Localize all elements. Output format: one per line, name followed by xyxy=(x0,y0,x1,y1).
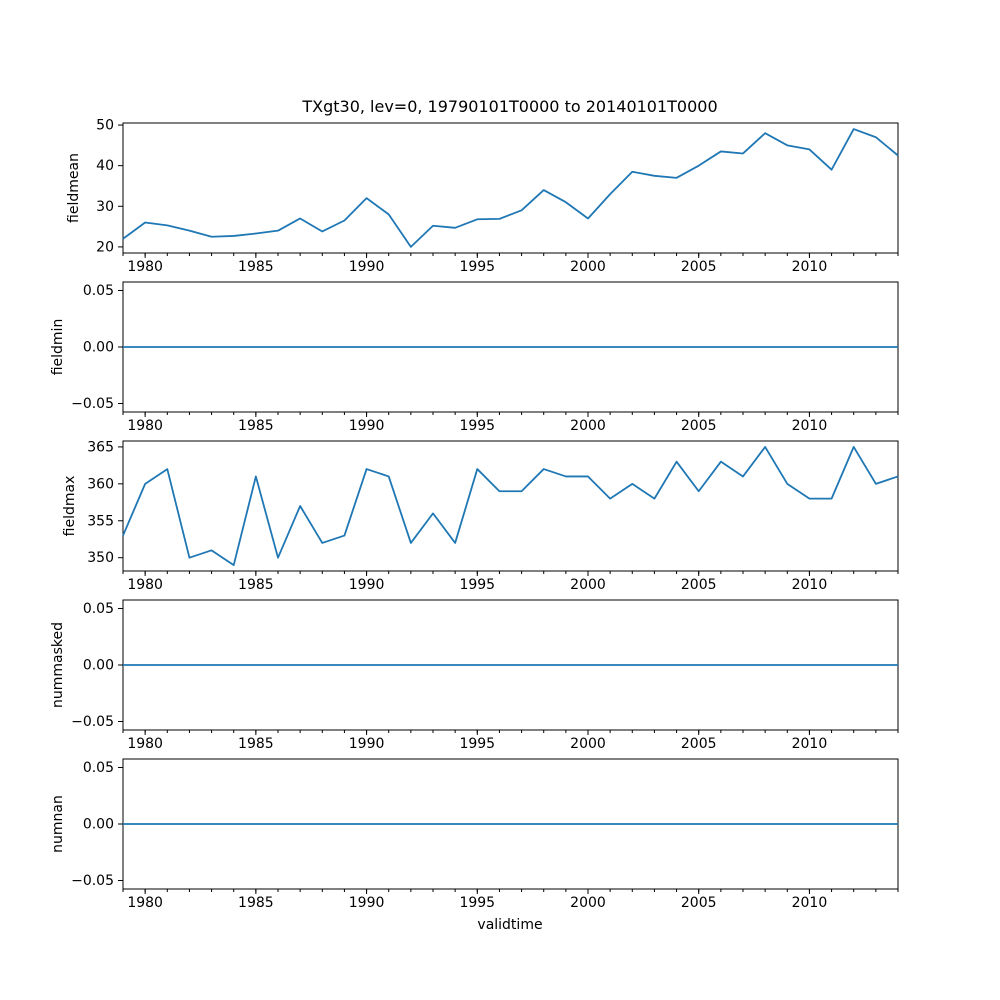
x-tick-label: 1990 xyxy=(349,895,385,911)
x-axis-label: validtime xyxy=(477,917,542,933)
x-tick-label: 1985 xyxy=(238,736,274,752)
x-tick-label: 2010 xyxy=(792,418,828,434)
subplot-fieldmax: 350 355 360 365 1980 1985 1990 1995 2000 2005 2010 xyxy=(87,439,899,593)
x-tick-label: 1985 xyxy=(238,895,274,911)
x-tick-label: 2000 xyxy=(570,418,606,434)
x-tick-label: 2005 xyxy=(681,895,717,911)
y-tick-label: 30 xyxy=(96,199,114,215)
axes-frame xyxy=(122,440,899,572)
y-tick-label: 0.00 xyxy=(83,816,114,832)
y-tick-label: 0.05 xyxy=(83,283,114,299)
x-tick-label: 2000 xyxy=(570,736,606,752)
y-axis-label-numnan: numnan xyxy=(50,795,66,853)
y-axis-label-fieldmax: fieldmax xyxy=(62,476,78,537)
x-tick-label: 1990 xyxy=(349,736,385,752)
chart-title: TXgt30, lev=0, 19790101T0000 to 20140101… xyxy=(301,97,717,116)
x-tick-label: 1995 xyxy=(459,418,495,434)
x-tick-label: 1995 xyxy=(459,577,495,593)
x-tick-label: 2000 xyxy=(570,259,606,275)
axes-frame xyxy=(122,122,899,254)
subplot-fieldmean: 20 30 40 50 1980 1985 1990 1995 2000 2005 2010 xyxy=(96,118,899,275)
y-tick-label: 0.05 xyxy=(83,601,114,617)
x-tick-label: 1980 xyxy=(127,418,163,434)
x-tick-label: 1990 xyxy=(349,418,385,434)
y-tick-label: −0.05 xyxy=(71,396,114,412)
x-tick-label: 2005 xyxy=(681,736,717,752)
x-tick-label: 2005 xyxy=(681,418,717,434)
x-tick-label: 2010 xyxy=(792,577,828,593)
y-tick-label: 0.00 xyxy=(83,657,114,673)
x-tick-label: 1990 xyxy=(349,259,385,275)
x-tick-label: 2010 xyxy=(792,895,828,911)
x-tick-label: 1995 xyxy=(459,736,495,752)
x-tick-label: 1980 xyxy=(127,259,163,275)
y-tick-label: 365 xyxy=(87,439,114,455)
x-tick-label: 1980 xyxy=(127,895,163,911)
x-tick-label: 2000 xyxy=(570,895,606,911)
y-axis-label-fieldmin: fieldmin xyxy=(50,319,66,376)
y-tick-label: 355 xyxy=(87,513,114,529)
y-tick-label: 0.05 xyxy=(83,760,114,776)
line-fieldmax xyxy=(122,446,899,566)
subplot-nummasked: −0.05 0.00 0.05 1980 1985 1990 1995 2000 2005 201… xyxy=(71,599,899,752)
x-tick-label: 1995 xyxy=(459,259,495,275)
y-tick-label: −0.05 xyxy=(71,714,114,730)
x-tick-label: 1990 xyxy=(349,577,385,593)
y-axis-label-fieldmean: fieldmean xyxy=(66,153,82,223)
x-tick-label: 1985 xyxy=(238,259,274,275)
line-fieldmean xyxy=(122,128,899,248)
x-tick-label: 1995 xyxy=(459,895,495,911)
y-tick-label: 50 xyxy=(96,118,114,134)
subplot-fieldmin: −0.05 0.00 0.05 1980 1985 1990 1995 2000 2005 201… xyxy=(71,281,899,434)
y-tick-label: 0.00 xyxy=(83,339,114,355)
x-tick-label: 2005 xyxy=(681,577,717,593)
x-tick-label: 2010 xyxy=(792,259,828,275)
x-tick-label: 1985 xyxy=(238,418,274,434)
x-tick-label: 1985 xyxy=(238,577,274,593)
y-axis-label-nummasked: nummasked xyxy=(50,622,66,708)
x-tick-label: 2000 xyxy=(570,577,606,593)
y-tick-label: 350 xyxy=(87,550,114,566)
y-tick-label: −0.05 xyxy=(71,873,114,889)
x-tick-label: 1980 xyxy=(127,736,163,752)
y-tick-label: 360 xyxy=(87,476,114,492)
x-tick-label: 2005 xyxy=(681,259,717,275)
x-tick-label: 1980 xyxy=(127,577,163,593)
subplot-numnan: −0.05 0.00 0.05 1980 1985 1990 1995 2000 2005 201… xyxy=(71,758,899,911)
y-tick-label: 40 xyxy=(96,158,114,174)
y-tick-label: 20 xyxy=(96,239,114,255)
x-tick-label: 2010 xyxy=(792,736,828,752)
